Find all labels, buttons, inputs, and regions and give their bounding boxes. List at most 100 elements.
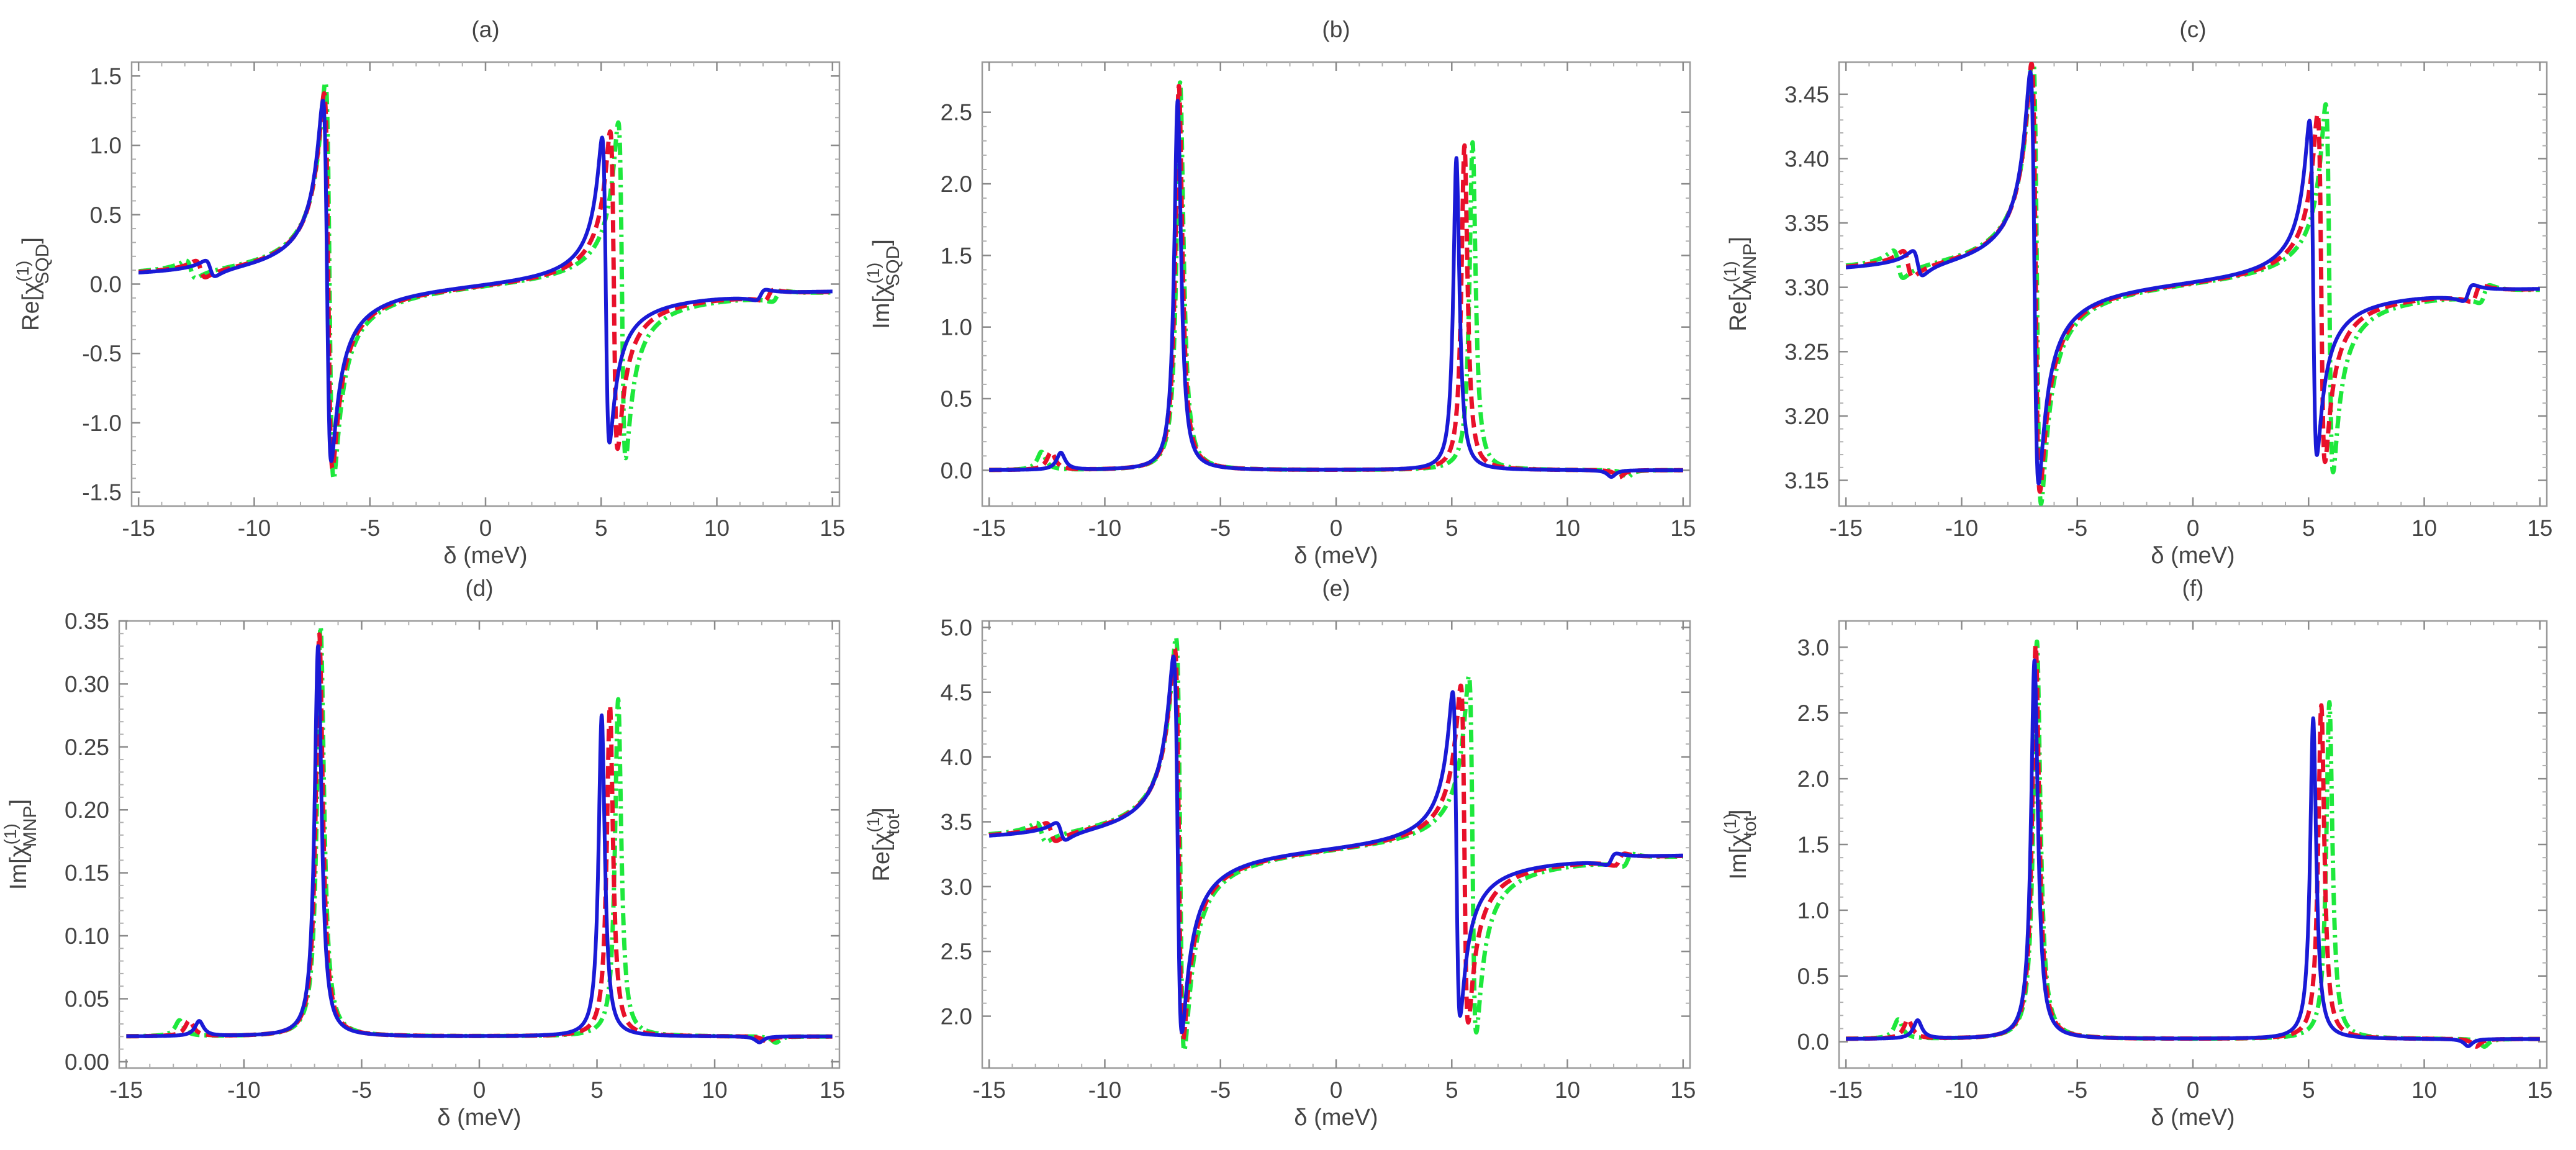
y-tick-label: 3.0 [1797,635,1829,660]
x-axis-label: δ (meV) [1294,543,1378,569]
y-axis-label: Im[χ(1)SQD] [864,239,903,329]
y-tick-label: 1.5 [1797,832,1829,858]
plot-frame [1838,620,2548,1069]
y-axis-label: Im[χ(1)MNP] [1,799,40,890]
x-tick-label: 5 [2302,1077,2315,1103]
x-tick-label: -10 [238,515,271,541]
panel-title: (f) [2182,576,2204,601]
series-blue-line [1844,70,2542,486]
series-red-line [137,91,834,471]
y-tick-label: -1.5 [82,480,122,505]
x-tick-label: 0 [473,1077,486,1103]
panel-title: (b) [1322,17,1350,42]
x-tick-label: 10 [1555,1077,1580,1103]
y-tick-label: 1.5 [90,63,122,89]
x-tick-label: -5 [1210,1077,1231,1103]
y-tick-label: 5.0 [941,615,972,640]
x-tick-label: -10 [1945,1077,1978,1103]
series-blue-line [987,99,1685,479]
panel-title: (e) [1322,576,1350,601]
x-tick-label: 15 [1670,1077,1696,1103]
x-tick-label: 0 [2187,515,2200,541]
series-green-line [124,625,834,1045]
x-tick-label: -10 [227,1077,260,1103]
series-green-line [987,80,1685,480]
y-axis-label: Re[χ(1)SQD] [13,237,53,331]
curves [124,625,834,1045]
curves [137,80,834,481]
curves [1844,62,2542,506]
x-tick-label: 15 [1670,515,1696,541]
panel-f: (f) -15 -10 -5 0 5 10 15 0.0 0.5 1.0 1.5 2.0 2.5 3.0 δ … [1720,576,2552,1131]
series-blue-line [137,99,834,463]
series-red-line [987,646,1685,1042]
y-tick-label: 0.0 [90,272,122,297]
y-tick-label: 0.25 [65,735,109,760]
x-tick-label: -5 [2067,1077,2087,1103]
y-tick-label: 4.5 [941,680,972,705]
x-tick-label: 0 [479,515,492,541]
x-tick-label: -5 [359,515,380,541]
y-tick-label: 3.0 [941,874,972,900]
y-tick-label: 1.5 [941,243,972,268]
panel-c: (c) -15 -10 -5 0 5 10 15 3.15 3.20 3.25 3.30 3.35 3.4… [1720,17,2552,569]
x-tick-label: -15 [122,515,155,541]
panel-title: (c) [2179,17,2206,42]
x-axis-label: δ (meV) [1294,1105,1378,1131]
y-tick-label: 0.5 [1797,964,1829,989]
x-tick-label: 5 [590,1077,603,1103]
y-tick-label: 2.5 [941,100,972,125]
y-tick-label: 0.30 [65,671,109,697]
x-axis-label: δ (meV) [443,543,527,569]
x-tick-label: 10 [702,1077,728,1103]
y-tick-label: 3.30 [1784,275,1829,301]
x-tick-label: -10 [1945,515,1978,541]
x-tick-label: 5 [2302,515,2315,541]
x-tick-label: -5 [351,1077,372,1103]
x-tick-label: 0 [1330,1077,1343,1103]
y-tick-label: 0.5 [90,202,122,228]
x-tick-label: 15 [820,1077,845,1103]
series-red-line [1844,643,2542,1049]
y-tick-label: 2.0 [941,171,972,197]
panel-a: (a) -15 -10 -5 0 5 10 15 -1.5 -1.0 -0.5 0.0 0.5 1.0 1.… [13,17,845,569]
x-axis-label: δ (meV) [2151,1105,2235,1131]
y-tick-label: -0.5 [82,341,122,366]
plot-frame [118,620,841,1069]
x-tick-label: 15 [2527,515,2552,541]
y-tick-label: 0.0 [941,458,972,483]
y-tick-label: 0.05 [65,986,109,1012]
x-tick-label: 5 [1445,515,1458,541]
y-axis-label: Im[χ(1)tot] [1720,810,1760,880]
x-tick-label: 10 [2411,515,2437,541]
x-tick-label: 5 [1445,1077,1458,1103]
panel-title: (a) [471,17,499,42]
y-tick-label: 0.15 [65,861,109,886]
panel-e: (e) -15 -10 -5 0 5 10 15 2.0 2.5 3.0 3.5 4.0 4.5 5.0 δ … [864,576,1696,1131]
y-axis-label: Re[χ(1)tot] [864,807,903,881]
y-tick-label: 1.0 [1797,898,1829,923]
y-tick-label: 3.25 [1784,339,1829,364]
series-red-line [124,632,834,1045]
series-red-line [987,84,1685,479]
panel-title: (d) [465,576,493,601]
y-tick-label: 3.40 [1784,146,1829,171]
y-tick-label: 3.15 [1784,468,1829,494]
series-blue-line [987,654,1685,1035]
y-tick-label: 0.5 [941,386,972,412]
x-tick-label: 10 [2411,1077,2437,1103]
series-green-line [987,635,1685,1053]
x-tick-label: 15 [820,515,845,541]
series-blue-line [124,644,834,1044]
plot-frame [981,620,1691,1069]
x-tick-label: -10 [1088,1077,1121,1103]
x-axis-label: δ (meV) [2151,543,2235,569]
x-axis-label: δ (meV) [437,1105,521,1131]
curves [1844,639,2542,1049]
y-tick-label: 1.0 [90,133,122,158]
x-tick-label: 0 [2187,1077,2200,1103]
series-red-line [1844,62,2542,494]
series-green-line [137,80,834,481]
y-tick-label: 0.00 [65,1049,109,1075]
